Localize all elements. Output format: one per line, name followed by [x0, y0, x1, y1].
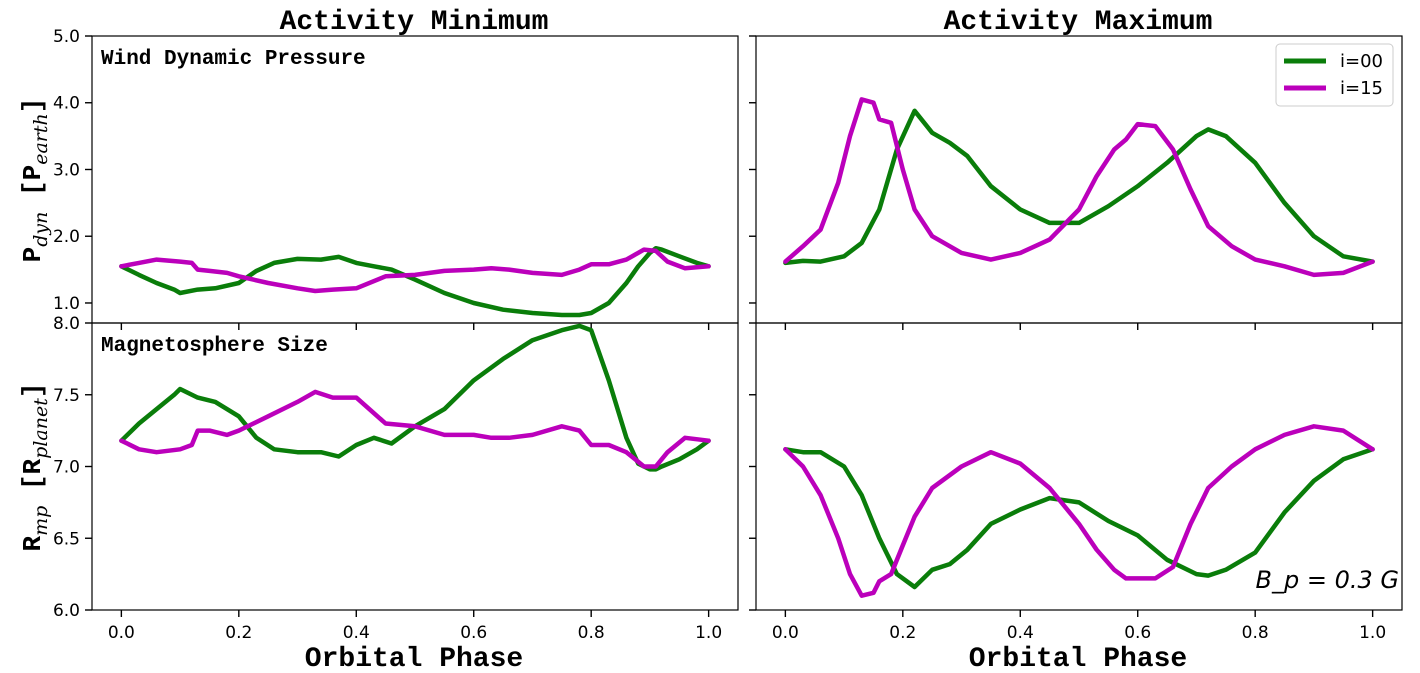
ytick-label: 2.0: [53, 227, 80, 247]
ytick-label: 8.0: [53, 314, 80, 334]
ytick-label: 6.5: [53, 529, 80, 549]
xtick-label: 0.8: [1242, 623, 1269, 643]
xtick-label: 0.4: [343, 623, 370, 643]
ylabel-size-main: R: [18, 535, 48, 551]
ylabel-magnetosphere: Rmp [Rplanet]: [18, 383, 52, 552]
xtick-label: 0.6: [1124, 623, 1151, 643]
ylabel-size-sub: mp: [30, 506, 52, 536]
ytick-label: 7.5: [53, 386, 80, 406]
column-title-minimum: Activity Minimum: [280, 7, 549, 38]
xtick-label: 1.0: [1359, 623, 1386, 643]
xlabel-left: Orbital Phase: [305, 644, 523, 673]
series-line-i15-panel-0: [119, 247, 711, 294]
ylabel-pressure-sub: dyn: [30, 212, 52, 247]
ylabel-pressure-main: P: [18, 247, 48, 263]
series-line-i15-panel-2: [119, 389, 711, 469]
series-line-i15-panel-1: [783, 97, 1375, 278]
ylabel-pressure-unit-main: P: [18, 165, 48, 181]
series-line-i00-panel-3: [783, 447, 1375, 590]
ytick-label: 5.0: [53, 27, 80, 47]
ylabel-pressure-bracket-open: [: [18, 180, 48, 211]
ytick-label: 7.0: [53, 458, 80, 478]
xlabel-right: Orbital Phase: [969, 644, 1187, 673]
column-title-maximum: Activity Maximum: [944, 7, 1213, 38]
legend: i=00 i=15: [1275, 43, 1394, 107]
series-line-i00-panel-0: [119, 245, 711, 318]
ylabel-size-unit-main: R: [18, 458, 48, 474]
tick-layer: 1.0 2.0 3.0 4.0 5.0 6.0 6.5 7.0 7.5 8.0 0.0 0.2 0.4 0…: [53, 27, 1386, 643]
legend-label-i00: i=00: [1340, 51, 1383, 72]
xtick-label: 0.8: [578, 623, 605, 643]
ytick-label: 6.0: [53, 601, 80, 621]
legend-label-i15: i=15: [1340, 78, 1383, 99]
ylabel-pressure-bracket-close: ]: [18, 98, 48, 114]
ylabel-size-unit-sub: planet: [30, 398, 52, 459]
ylabel-pressure-unit-sub: earth: [30, 113, 52, 165]
xtick-label: 0.0: [108, 623, 135, 643]
panel-label-pressure: Wind Dynamic Pressure: [101, 48, 366, 71]
ytick-label: 3.0: [53, 160, 80, 180]
series-layer: [119, 97, 1375, 598]
ytick-label: 4.0: [53, 94, 80, 114]
ylabel-size-bracket-open: [: [18, 474, 48, 505]
xtick-label: 0.0: [772, 623, 799, 643]
series-line-i00-panel-1: [783, 108, 1375, 266]
ytick-label: 1.0: [53, 294, 80, 314]
xtick-label: 0.4: [1007, 623, 1034, 643]
annotation-bp: B_p = 0.3 G: [1256, 566, 1399, 594]
ylabel-size-bracket-close: ]: [18, 383, 48, 399]
xtick-label: 1.0: [695, 623, 722, 643]
ylabel-pressure: Pdyn [Pearth]: [18, 98, 52, 263]
xtick-label: 0.6: [460, 623, 487, 643]
panel-label-magnetosphere: Magnetosphere Size: [101, 335, 328, 358]
xtick-label: 0.2: [225, 623, 252, 643]
xtick-label: 0.2: [889, 623, 916, 643]
series-line-i15-panel-3: [783, 424, 1375, 598]
